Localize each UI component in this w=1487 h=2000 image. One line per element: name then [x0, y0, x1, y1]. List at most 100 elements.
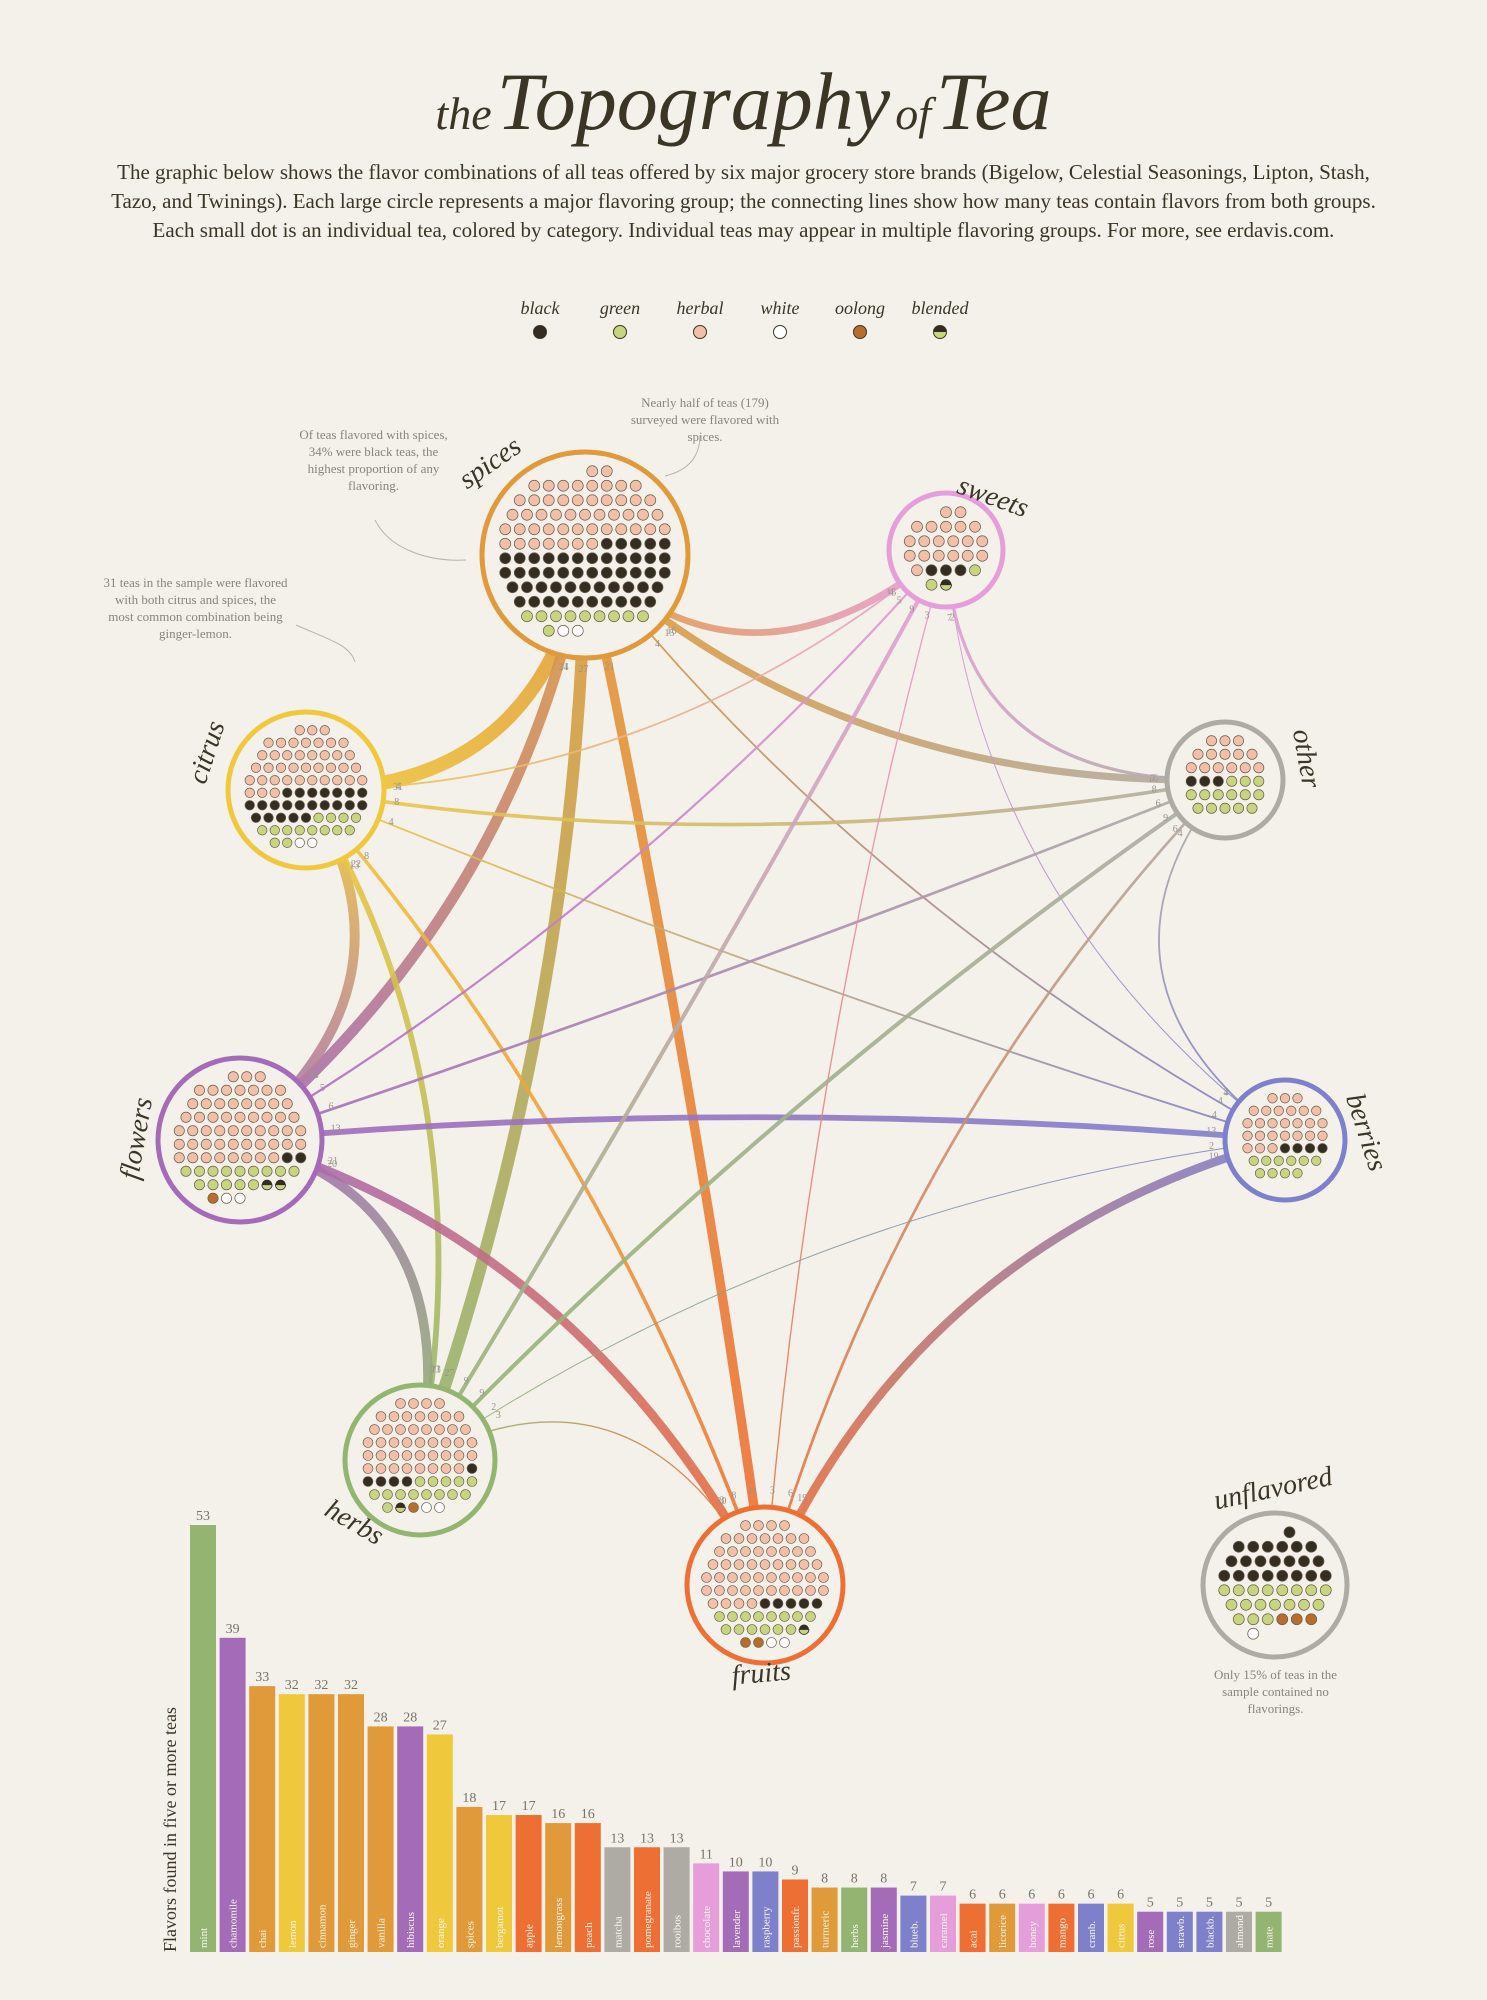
tea-dot-herbal	[701, 1572, 712, 1583]
link-value-label: 6	[1173, 824, 1178, 835]
tea-dot-green	[1279, 1168, 1291, 1179]
link-value-label: 6	[329, 1102, 334, 1113]
tea-dot-green	[1232, 1613, 1245, 1626]
tea-dot-black	[644, 537, 657, 550]
tea-dot-herbal	[427, 1450, 439, 1461]
tea-dot-green	[269, 825, 280, 836]
bar-strawb.	[1166, 1911, 1193, 1952]
tea-dot-herbal	[779, 1546, 790, 1557]
tea-dot-white	[1247, 1627, 1260, 1640]
annotation-spices-half: Nearly half of teas (179) surveyed were …	[630, 395, 780, 444]
bar-value: 5	[1147, 1896, 1154, 1911]
tea-dot-herbal	[805, 1585, 816, 1596]
tea-dot-herbal	[1219, 748, 1231, 760]
tea-dot-black	[1199, 775, 1211, 787]
annotation-spices-black: Of teas flavored with spices, 34% were b…	[299, 427, 448, 493]
tea-dot-green	[1192, 802, 1204, 814]
tea-dot-herbal	[263, 762, 274, 773]
tea-dot-blended-half	[395, 1507, 406, 1513]
link-value-label: 5	[897, 595, 902, 606]
tea-dot-herbal	[557, 494, 570, 507]
tea-dot-green	[521, 610, 533, 623]
tea-dot-herbal	[388, 1411, 400, 1422]
tea-dot-herbal	[740, 1520, 751, 1531]
tea-dot-herbal	[586, 465, 599, 478]
link-other-berries	[1158, 779, 1286, 1141]
tea-dot-green	[1212, 789, 1224, 801]
tea-dot-green	[637, 610, 649, 623]
tea-dot-black	[1283, 1526, 1296, 1539]
tea-dot-herbal	[720, 1559, 732, 1570]
tea-dot-herbal	[740, 1546, 751, 1557]
bar-jasmine	[870, 1887, 897, 1952]
link-value-label: 21	[328, 1156, 338, 1167]
link-value-label: 8	[731, 1490, 736, 1501]
tea-dot-herbal	[918, 535, 931, 548]
link-citrus-sweets	[305, 549, 947, 791]
tea-dot-green	[1261, 1613, 1274, 1626]
tea-dot-green	[1185, 789, 1197, 801]
tea-dot-herbal	[608, 508, 620, 521]
tea-dot-green	[338, 812, 349, 823]
tea-dot-herbal	[282, 750, 293, 761]
tea-dot-herbal	[408, 1398, 419, 1409]
tea-dot-green	[234, 1165, 246, 1177]
node-herbs: herbs	[320, 1382, 498, 1552]
tea-dot-herbal	[1246, 748, 1258, 760]
tea-dot-black	[615, 566, 628, 579]
tea-dot-herbal	[440, 1437, 452, 1448]
link-value-label: 3	[496, 1410, 501, 1421]
tea-dot-black	[1305, 1569, 1318, 1582]
tea-dot-green	[434, 1489, 445, 1500]
tea-dot-herbal	[254, 1071, 266, 1083]
tea-dot-herbal	[173, 1138, 185, 1150]
tea-dot-oolong	[1305, 1613, 1318, 1626]
bar-apple	[515, 1815, 542, 1952]
tea-dot-herbal	[940, 506, 952, 519]
tea-dot-herbal	[976, 535, 989, 548]
tea-dot-herbal	[629, 494, 642, 507]
bar-category: rose	[1145, 1930, 1157, 1948]
tea-dot-herbal	[720, 1598, 732, 1609]
tea-dot-green	[288, 1165, 300, 1177]
tea-dot-herbal	[453, 1411, 465, 1422]
tea-dot-herbal	[187, 1125, 199, 1137]
tea-dot-green	[234, 1179, 246, 1191]
tea-dot-herbal	[257, 750, 268, 761]
link-berries-herbs	[419, 1139, 1286, 1461]
tea-dot-herbal	[792, 1585, 803, 1596]
tea-dot-black	[528, 566, 541, 579]
tea-dot-green	[542, 624, 555, 637]
bar-pomegranate	[634, 1847, 660, 1952]
bar-vanilla	[367, 1726, 394, 1952]
tea-dot-green	[427, 1476, 439, 1487]
tea-dot-green	[969, 564, 981, 577]
tea-dot-black	[658, 566, 671, 579]
bar-category: honey	[1027, 1921, 1039, 1948]
tea-dot-oolong	[408, 1502, 419, 1513]
tea-dot-black	[542, 595, 555, 608]
tea-dot-herbal	[1261, 1105, 1272, 1116]
tea-dot-green	[1239, 789, 1251, 801]
tea-dot-green	[720, 1624, 732, 1635]
bar-value: 17	[492, 1799, 506, 1814]
tea-dot-herbal	[714, 1572, 725, 1583]
tea-dot-herbal	[214, 1125, 226, 1137]
bar-citrus	[1107, 1903, 1134, 1952]
tea-dot-blended	[799, 1624, 809, 1630]
bar-value: 6	[1058, 1888, 1065, 1903]
tea-dot-green	[1199, 789, 1211, 801]
tea-dot-green	[792, 1611, 803, 1622]
tea-dot-herbal	[362, 1450, 374, 1461]
tea-dot-black	[798, 1598, 810, 1609]
bar-mango	[1048, 1903, 1075, 1952]
tea-dot-herbal	[753, 1572, 764, 1583]
tea-dot-black	[629, 552, 642, 565]
tea-dot-green	[753, 1611, 764, 1622]
tea-dot-herbal	[753, 1546, 764, 1557]
tea-dot-herbal	[753, 1520, 764, 1531]
bar-value: 8	[851, 1872, 858, 1887]
annotation-unflavored: Only 15% of teas in the sample contained…	[1213, 1667, 1338, 1716]
bar-category: chamomile	[228, 1899, 240, 1948]
bar-category: blackb.	[1204, 1916, 1216, 1948]
